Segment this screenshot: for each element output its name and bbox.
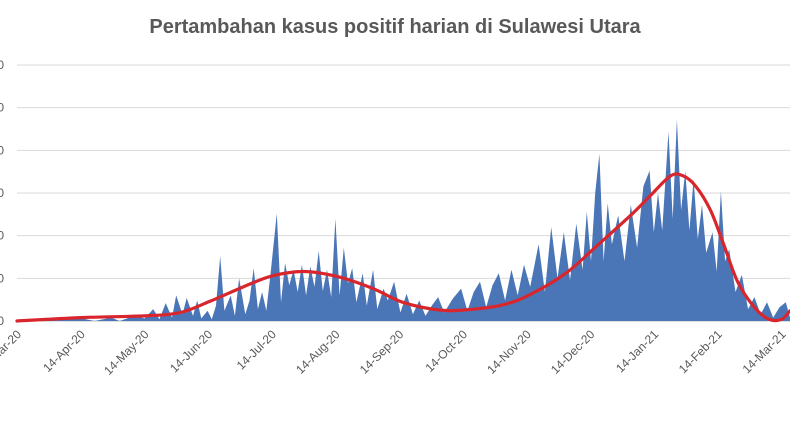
chart-title: Pertambahan kasus positif harian di Sula… [149, 16, 641, 38]
y-tick-label: 200 [0, 143, 4, 157]
x-tick-label: 14-Feb-21 [676, 327, 725, 376]
x-tick-label: 14-Apr-20 [40, 327, 88, 375]
y-tick-label: 300 [0, 58, 4, 72]
trend-line-layer [15, 172, 790, 323]
trend-line [15, 172, 790, 323]
x-tick-label: 14-Nov-20 [484, 327, 534, 377]
daily-cases-area-layer [17, 119, 790, 321]
x-tick-label: 14-Mar-21 [740, 327, 789, 376]
y-tick-label: 150 [0, 186, 4, 200]
x-axis-tick-labels: 14-Mar-20 14-Apr-20 14-May-20 14-Jun-20 14-J… [0, 327, 789, 378]
y-tick-label: 100 [0, 229, 4, 243]
y-axis-tick-labels: 0 50 100 150 200 250 300 [0, 58, 4, 328]
x-tick-label: 14-Jan-21 [613, 327, 661, 375]
x-tick-label: 14-Aug-20 [293, 327, 343, 377]
x-tick-label: 14-Jul-20 [234, 327, 280, 373]
x-tick-label: 14-Oct-20 [422, 327, 470, 375]
daily-cases-area [17, 119, 790, 321]
x-tick-label: 14-May-20 [101, 327, 152, 378]
x-tick-label: 14-Jun-20 [167, 327, 215, 375]
y-tick-label: 250 [0, 101, 4, 115]
x-tick-label: 14-Mar-20 [0, 327, 24, 376]
y-tick-label: 0 [0, 314, 4, 328]
x-tick-label: 14-Sep-20 [357, 327, 407, 377]
y-tick-label: 50 [0, 271, 4, 285]
x-tick-label: 14-Dec-20 [548, 327, 598, 377]
